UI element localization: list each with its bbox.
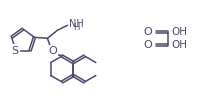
Text: O: O bbox=[48, 46, 57, 56]
Text: O: O bbox=[143, 27, 152, 37]
Text: S: S bbox=[11, 46, 19, 56]
Text: H: H bbox=[73, 23, 80, 32]
Text: NH: NH bbox=[69, 19, 84, 29]
Text: O: O bbox=[143, 40, 152, 50]
Text: OH: OH bbox=[171, 27, 187, 37]
Text: OH: OH bbox=[171, 40, 187, 50]
